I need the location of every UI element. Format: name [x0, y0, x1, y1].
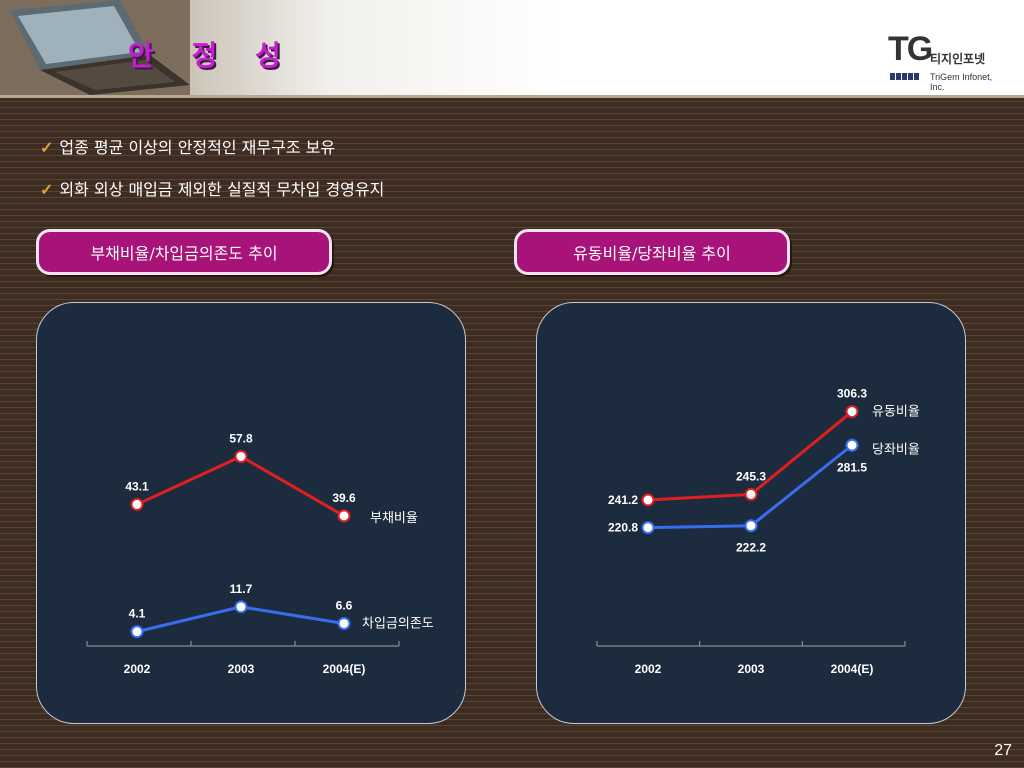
chart-panel-left: 2002 2003 2004(E) 43.1 57.8 39.6 부채비율 4.1 11.7 6.…	[36, 302, 466, 724]
x-tick-label: 2002	[124, 662, 151, 676]
series-label: 당좌비율	[872, 442, 920, 457]
data-point	[845, 405, 859, 419]
chart-title-left: 부채비율/차입금의존도 추이	[36, 229, 332, 275]
slide-header: 안 정 성 TG 티지인포넷 TriGem Infonet, Inc.	[0, 0, 1024, 98]
bullet-text: 업종 평균 이상의 안정적인 재무구조 보유	[59, 138, 336, 157]
bullet-item: ✓ 외화 외상 매입금 제외한 실질적 무차입 경영유지	[40, 176, 384, 200]
data-label: 11.7	[230, 582, 253, 596]
data-label: 241.2	[608, 493, 638, 507]
data-point	[234, 600, 248, 614]
chart-panel-right: 2002 2003 2004(E) 241.2 245.3 306.3 유동비율 220.8 2…	[536, 302, 966, 724]
bullet-text: 외화 외상 매입금 제외한 실질적 무차입 경영유지	[59, 180, 385, 199]
x-tick-label: 2002	[635, 662, 662, 676]
data-label: 57.8	[229, 431, 253, 445]
page-number: 27	[994, 742, 1012, 759]
series-line	[647, 410, 853, 502]
series-label: 부채비율	[370, 511, 418, 526]
liquidity-ratio-chart: 2002 2003 2004(E) 241.2 245.3 306.3 유동비율 220.8 2…	[596, 387, 920, 676]
logo-bars	[890, 73, 919, 80]
data-label: 281.5	[837, 460, 867, 474]
logo-korean-name: 티지인포넷	[930, 52, 986, 66]
x-tick-label: 2004(E)	[831, 662, 874, 676]
page-title: 안 정 성	[128, 39, 295, 72]
series-line	[647, 444, 853, 530]
data-label: 4.1	[129, 607, 146, 621]
check-icon: ✓	[40, 180, 54, 199]
data-point	[744, 519, 758, 533]
chart-title-right: 유동비율/당좌비율 추이	[514, 229, 790, 275]
data-label: 43.1	[125, 479, 149, 493]
data-point	[130, 497, 144, 511]
data-label: 6.6	[336, 598, 353, 612]
data-label: 39.6	[332, 491, 356, 505]
data-label: 222.2	[736, 541, 766, 555]
data-point	[234, 449, 248, 463]
logo-english-name: TriGem Infonet, Inc.	[930, 72, 993, 92]
data-point	[845, 438, 859, 452]
data-point	[337, 509, 351, 523]
data-label: 220.8	[608, 521, 638, 535]
series-label: 차입금의존도	[362, 616, 434, 631]
debt-ratio-chart: 2002 2003 2004(E) 43.1 57.8 39.6 부채비율 4.1 11.7 6.…	[86, 431, 434, 676]
check-icon: ✓	[40, 138, 54, 157]
laptop-image	[0, 0, 190, 95]
data-label: 245.3	[736, 469, 766, 483]
data-point	[744, 487, 758, 501]
x-tick-label: 2003	[738, 662, 765, 676]
series-label: 유동비율	[872, 405, 920, 420]
x-tick-label: 2003	[228, 662, 255, 676]
data-label: 306.3	[837, 387, 867, 401]
company-logo: TG 티지인포넷 TriGem Infonet, Inc.	[888, 30, 1008, 92]
data-point	[641, 493, 655, 507]
data-point	[130, 625, 144, 639]
bullet-item: ✓ 업종 평균 이상의 안정적인 재무구조 보유	[40, 134, 335, 158]
series-line	[136, 454, 345, 518]
data-point	[641, 521, 655, 535]
x-tick-label: 2004(E)	[323, 662, 366, 676]
logo-mark: TG	[888, 30, 933, 68]
data-point	[337, 616, 351, 630]
